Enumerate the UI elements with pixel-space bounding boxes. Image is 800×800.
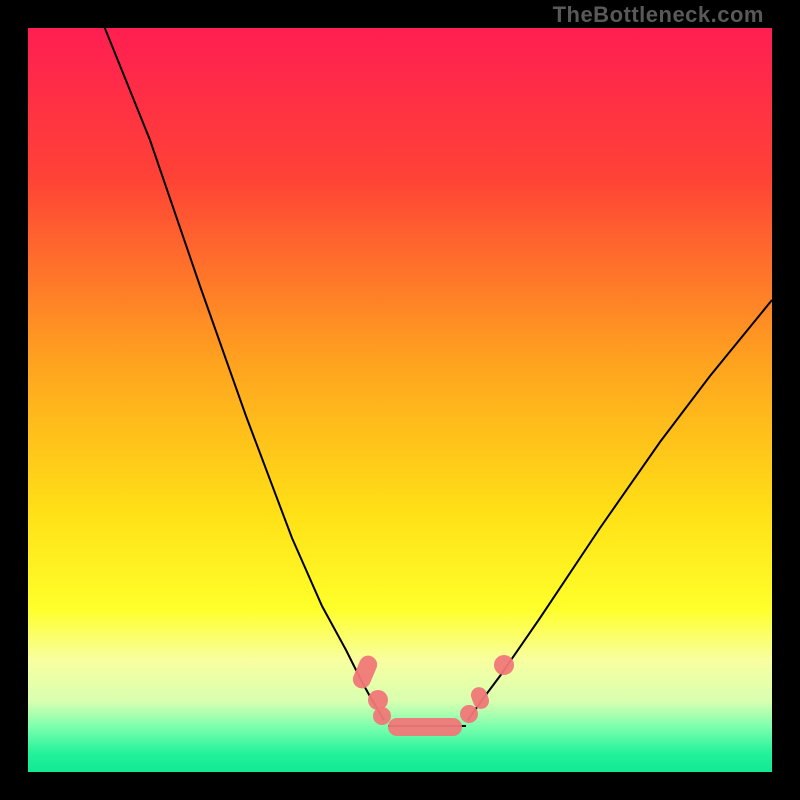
plot-area — [28, 28, 772, 772]
marker-dot — [460, 705, 478, 723]
curve-layer — [28, 28, 772, 772]
watermark-label: TheBottleneck.com — [553, 2, 764, 28]
gradient-background — [28, 28, 772, 772]
chart-frame: TheBottleneck.com — [0, 0, 800, 800]
marker-pill — [388, 718, 462, 736]
marker-dot — [368, 690, 388, 710]
marker-dot — [494, 655, 514, 675]
marker-dot — [373, 707, 391, 725]
